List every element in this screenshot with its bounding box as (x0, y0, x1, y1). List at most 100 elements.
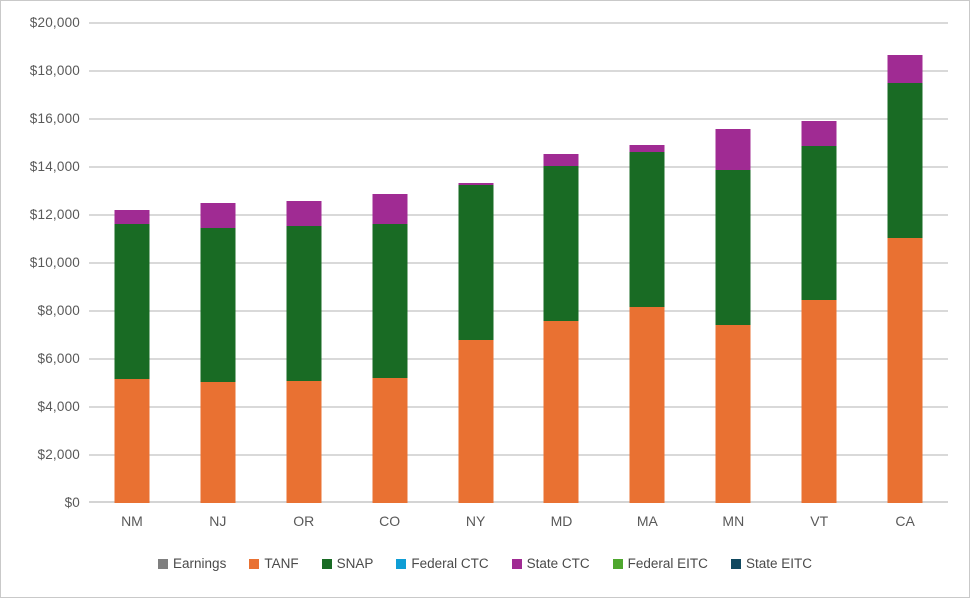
bar-or (286, 23, 322, 503)
bar-slot-mn (690, 23, 776, 503)
y-tick-label: $8,000 (37, 303, 80, 318)
legend-item-state-ctc: State CTC (511, 556, 590, 571)
bar-segment-state-ctc (801, 121, 837, 147)
x-tick-label-mn: MN (722, 513, 745, 529)
bar-slot-md (519, 23, 605, 503)
bar-segment-state-ctc (286, 200, 322, 227)
bar-segment-snap (286, 226, 322, 382)
bar-co (372, 23, 408, 503)
bar-segment-state-ctc (887, 55, 923, 83)
bar-nj (200, 23, 236, 503)
gridline (89, 358, 948, 360)
bar-segment-snap (543, 166, 579, 322)
bar-slot-or (261, 23, 347, 503)
bar-slot-co (347, 23, 433, 503)
bars-layer (89, 23, 948, 503)
legend-item-snap: SNAP (321, 556, 374, 571)
gridline (89, 262, 948, 264)
bar-segment-state-ctc (372, 194, 408, 224)
legend-swatch-federal-ctc (396, 558, 407, 569)
x-tick-label-ny: NY (465, 513, 486, 529)
legend-label: Federal CTC (411, 556, 489, 571)
y-tick-label: $10,000 (29, 255, 80, 270)
bar-segment-tanf (715, 325, 751, 503)
bar-segment-tanf (887, 237, 923, 503)
y-tick-label: $6,000 (37, 351, 80, 366)
legend-item-federal-ctc: Federal CTC (396, 556, 489, 571)
legend-swatch-earnings (158, 558, 169, 569)
bar-slot-ca (862, 23, 948, 503)
legend-item-state-eitc: State EITC (730, 556, 812, 571)
bar-segment-snap (801, 146, 837, 301)
gridline (89, 22, 948, 24)
bar-segment-snap (715, 170, 751, 326)
x-tick-label-nm: NM (121, 513, 143, 529)
y-tick-label: $12,000 (29, 207, 80, 222)
bar-segment-snap (629, 151, 665, 307)
x-tick-label-ca: CA (895, 513, 915, 529)
bar-segment-tanf (458, 339, 494, 503)
legend-swatch-federal-eitc (612, 558, 623, 569)
legend-label: Earnings (173, 556, 227, 571)
bar-segment-state-ctc (715, 128, 751, 171)
bar-ma (629, 23, 665, 503)
y-tick-label: $2,000 (37, 447, 80, 462)
legend-swatch-state-ctc (511, 558, 522, 569)
bar-slot-ny (433, 23, 519, 503)
legend: Earnings TANF SNAP Federal CTC State CTC Fede… (1, 556, 969, 571)
gridline (89, 406, 948, 408)
bar-slot-nj (175, 23, 261, 503)
legend-label: SNAP (336, 556, 374, 571)
legend-item-earnings: Earnings (158, 556, 226, 571)
bar-segment-state-ctc (629, 144, 665, 152)
bar-segment-tanf (114, 378, 150, 503)
y-tick-label: $14,000 (29, 159, 80, 174)
x-tick-label-nj: NJ (209, 513, 227, 529)
gridline (89, 70, 948, 72)
legend-label: State EITC (745, 556, 812, 571)
bar-segment-snap (114, 224, 150, 379)
y-tick-label: $20,000 (29, 15, 80, 30)
x-axis-line (89, 501, 948, 503)
bar-segment-state-ctc (114, 210, 150, 225)
gridline (89, 310, 948, 312)
bar-segment-state-ctc (543, 153, 579, 167)
bar-slot-vt (776, 23, 862, 503)
legend-label: State CTC (526, 556, 590, 571)
x-tick-label-md: MD (550, 513, 573, 529)
legend-swatch-tanf (249, 558, 260, 569)
bar-segment-tanf (200, 382, 236, 503)
gridline (89, 166, 948, 168)
bar-segment-tanf (629, 306, 665, 503)
x-tick-label-co: CO (379, 513, 401, 529)
y-tick-label: $18,000 (29, 63, 80, 78)
gridline (89, 214, 948, 216)
legend-swatch-state-eitc (730, 558, 741, 569)
legend-label: Federal EITC (627, 556, 708, 571)
bar-segment-tanf (286, 381, 322, 503)
bar-slot-nm (89, 23, 175, 503)
x-tick-label-or: OR (293, 513, 315, 529)
y-tick-label: $0 (64, 495, 80, 510)
x-tick-label-ma: MA (636, 513, 658, 529)
bar-segment-snap (372, 223, 408, 378)
gridline (89, 454, 948, 456)
bar-vt (801, 23, 837, 503)
bar-segment-state-ctc (458, 182, 494, 186)
legend-label: TANF (264, 556, 299, 571)
bar-segment-state-ctc (200, 203, 236, 228)
bar-segment-snap (200, 227, 236, 383)
bar-segment-tanf (801, 300, 837, 503)
gridline (89, 118, 948, 120)
bar-ny (458, 23, 494, 503)
legend-item-tanf: TANF (249, 556, 299, 571)
y-tick-label: $16,000 (29, 111, 80, 126)
legend-item-federal-eitc: Federal EITC (612, 556, 708, 571)
y-tick-label: $4,000 (37, 399, 80, 414)
legend-swatch-snap (321, 558, 332, 569)
bar-ca (887, 23, 923, 503)
bar-md (543, 23, 579, 503)
bar-segment-snap (887, 82, 923, 238)
bar-segment-tanf (372, 377, 408, 503)
